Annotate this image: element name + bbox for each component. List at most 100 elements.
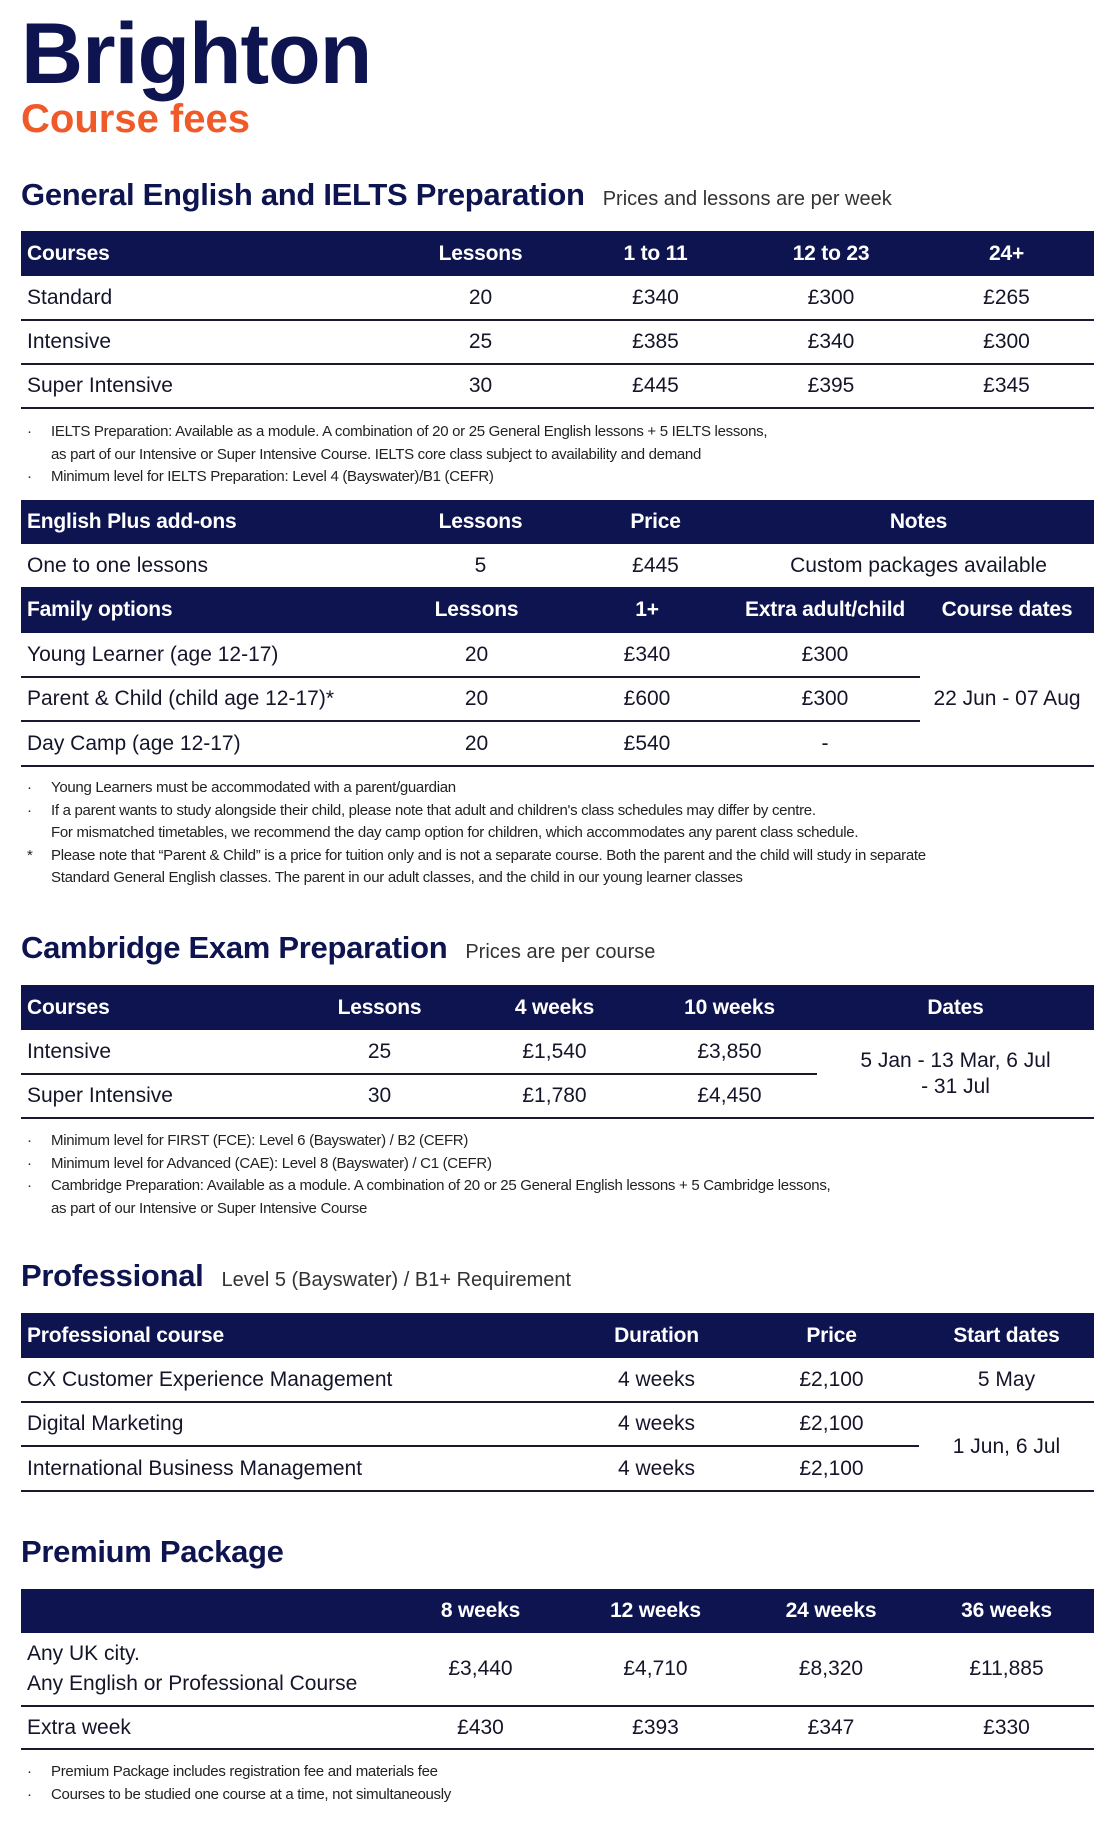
table-cell: £445 xyxy=(568,364,743,409)
footnote: · Minimum level for IELTS Preparation: Le… xyxy=(21,466,1094,489)
table-cell: £2,100 xyxy=(744,1446,919,1492)
column-header: 12 weeks xyxy=(568,1589,743,1633)
column-header: 8 weeks xyxy=(393,1589,568,1633)
table-cell: CX Customer Experience Management xyxy=(21,1358,569,1403)
table-header-row: Courses Lessons 4 weeks 10 weeks Dates xyxy=(21,985,1094,1030)
column-header: 1+ xyxy=(564,587,730,633)
footnote-marker: · xyxy=(27,1785,32,1803)
footnote-line: Minimum level for IELTS Preparation: Lev… xyxy=(51,468,494,485)
table-cell: £300 xyxy=(730,677,920,722)
dates-cell: 5 Jan - 13 Mar, 6 Jul - 31 Jul xyxy=(817,1030,1094,1119)
table-cell: £540 xyxy=(564,721,730,767)
table-cell: Parent & Child (child age 12-17)* xyxy=(21,677,389,722)
table-cell: £385 xyxy=(568,320,743,365)
table-row: CX Customer Experience Management 4 weeks… xyxy=(21,1358,1094,1403)
footnote-line: IELTS Preparation: Available as a module… xyxy=(51,423,768,440)
table-row: Standard 20 £340 £300 £265 xyxy=(21,276,1094,321)
table-header-row: English Plus add-ons Lessons Price Notes xyxy=(21,500,1094,544)
cambridge-section-header: Cambridge Exam Preparation Prices are pe… xyxy=(21,930,655,966)
footnotes: · Minimum level for FIRST (FCE): Level 6 … xyxy=(21,1130,1094,1220)
table-cell: 20 xyxy=(389,677,564,722)
table-cell: 30 xyxy=(292,1074,467,1119)
footnote: · Courses to be studied one course at a t… xyxy=(21,1784,1094,1807)
table-cell: Any UK city. Any English or Professional… xyxy=(21,1633,393,1707)
table-cell: £340 xyxy=(568,276,743,321)
table-cell: £2,100 xyxy=(744,1358,919,1403)
column-header: Professional course xyxy=(21,1313,569,1358)
table-cell: £300 xyxy=(730,633,920,678)
table-cell: International Business Management xyxy=(21,1446,569,1492)
table-cell: 20 xyxy=(389,633,564,678)
footnotes: · Premium Package includes registration f… xyxy=(21,1761,1094,1806)
table-row: Parent & Child (child age 12-17)* 20 £600 £… xyxy=(21,677,1094,722)
section-subheading: Prices and lessons are per week xyxy=(602,188,892,210)
table-cell: £300 xyxy=(919,320,1094,365)
table-cell: 20 xyxy=(393,276,568,321)
section-heading: Premium Package xyxy=(21,1534,284,1569)
column-header: Lessons xyxy=(292,985,467,1030)
table-cell: Day Camp (age 12-17) xyxy=(21,721,389,767)
column-header: English Plus add-ons xyxy=(21,500,393,544)
column-header xyxy=(21,1589,393,1633)
table-cell: Super Intensive xyxy=(21,364,393,409)
table-cell: £430 xyxy=(393,1706,568,1750)
table-cell: - xyxy=(730,721,920,767)
table-cell: Young Learner (age 12-17) xyxy=(21,633,389,678)
footnote-line: Minimum level for Advanced (CAE): Level … xyxy=(51,1154,492,1172)
table-cell: £4,710 xyxy=(568,1633,743,1707)
column-header: Start dates xyxy=(919,1313,1094,1358)
footnote-marker: · xyxy=(27,1177,32,1194)
column-header: Lessons xyxy=(389,587,564,633)
footnote-line: Standard General English classes. The pa… xyxy=(51,869,743,886)
table-cell: Digital Marketing xyxy=(21,1402,569,1447)
table-row: Young Learner (age 12-17) 20 £340 £300 22 Ju… xyxy=(21,633,1094,767)
professional-section-header: Professional Level 5 (Bayswater) / B1+ R… xyxy=(21,1258,571,1294)
premium-package-table: 8 weeks 12 weeks 24 weeks 36 weeks Any UK ci… xyxy=(21,1589,1094,1750)
footnote: · Minimum level for Advanced (CAE): Level… xyxy=(21,1153,1094,1176)
table-cell: Standard xyxy=(21,276,393,321)
footnote-line: Minimum level for FIRST (FCE): Level 6 (… xyxy=(51,1132,469,1149)
table-header-row: Family options Lessons 1+ Extra adult/child… xyxy=(21,587,1094,633)
footnote-line: as part of our Intensive or Super Intens… xyxy=(51,1199,368,1217)
footnote-marker: · xyxy=(27,423,32,440)
footnote-line: Young Learners must be accommodated with… xyxy=(51,779,456,796)
table-cell: 20 xyxy=(389,721,564,767)
column-header: Dates xyxy=(817,985,1094,1030)
footnote-line: Please note that “Parent & Child” is a p… xyxy=(51,846,926,864)
table-header-row: 8 weeks 12 weeks 24 weeks 36 weeks xyxy=(21,1589,1094,1633)
table-cell: £347 xyxy=(743,1706,919,1750)
column-header: Courses xyxy=(21,985,292,1030)
table-row: Intensive 25 £1,540 £3,850 5 Jan - 13 Mar, 6… xyxy=(21,1030,1094,1119)
table-row: Any UK city. Any English or Professional… xyxy=(21,1633,1094,1707)
table-cell: £8,320 xyxy=(743,1633,919,1707)
section-subheading: Prices are per course xyxy=(465,941,656,963)
family-options-table: Family options Lessons 1+ Extra adult/child… xyxy=(21,587,1094,767)
footnote-line: For mismatched timetables, we recommend … xyxy=(51,824,859,841)
column-header: Course dates xyxy=(920,587,1094,633)
table-cell: £2,100 xyxy=(744,1402,919,1447)
start-dates-cell: 1 Jun, 6 Jul xyxy=(919,1402,1094,1492)
table-cell: £340 xyxy=(564,633,730,678)
footnote-line: If a parent wants to study alongside the… xyxy=(51,801,816,819)
table-cell: Intensive xyxy=(21,320,393,365)
table-row: Intensive 25 £385 £340 £300 xyxy=(21,320,1094,365)
footnote-marker: * xyxy=(27,846,33,864)
column-header: Duration xyxy=(569,1313,744,1358)
table-row: International Business Management 4 weeks… xyxy=(21,1446,1094,1492)
column-header: Price xyxy=(568,500,743,544)
footnote-marker: · xyxy=(27,1132,32,1149)
footnote-marker: · xyxy=(27,468,32,485)
table-cell: 4 weeks xyxy=(569,1358,744,1403)
english-plus-addons-table: English Plus add-ons Lessons Price Notes One… xyxy=(21,500,1094,587)
footnote: · Premium Package includes registration f… xyxy=(21,1761,1094,1784)
column-header: 36 weeks xyxy=(919,1589,1094,1633)
footnote-line: Premium Package includes registration fe… xyxy=(51,1763,438,1780)
table-cell: £600 xyxy=(564,677,730,722)
cambridge-table: Courses Lessons 4 weeks 10 weeks Dates Intens… xyxy=(21,985,1094,1119)
table-cell: 4 weeks xyxy=(569,1446,744,1492)
column-header: Lessons xyxy=(393,500,568,544)
table-cell: Custom packages available xyxy=(790,553,1047,577)
table-cell: £3,850 xyxy=(642,1030,817,1075)
footnote: · Young Learners must be accommodated wit… xyxy=(21,777,1094,800)
page-title: Brighton xyxy=(21,6,372,102)
